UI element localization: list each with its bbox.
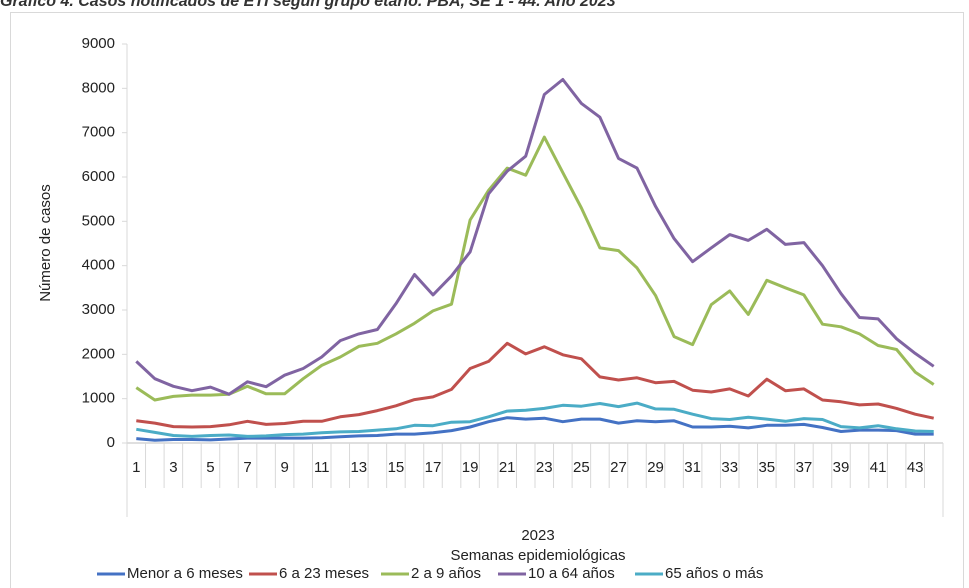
x-tick-label: 23 <box>536 459 553 476</box>
x-tick-label: 35 <box>758 459 775 476</box>
legend-label: Menor a 6 meses <box>127 565 243 582</box>
x-tick-label: 13 <box>350 459 367 476</box>
y-tick-label: 4000 <box>82 257 115 274</box>
x-tick-label: 15 <box>388 459 405 476</box>
x-tick-label: 29 <box>647 459 664 476</box>
x-tick-label: 11 <box>314 459 330 476</box>
y-tick-label: 8000 <box>82 79 115 96</box>
x-tick-label: 33 <box>721 459 738 476</box>
series-line <box>135 135 935 402</box>
series-line <box>136 416 934 442</box>
x-tick-label: 9 <box>280 459 288 476</box>
x-tick-label: 31 <box>684 459 701 476</box>
x-tick-label: 3 <box>169 459 177 476</box>
series-line <box>136 401 934 438</box>
chart-title: Gráfico 4. Casos notificados de ETI segú… <box>0 0 616 10</box>
x-tick-label: 19 <box>462 459 479 476</box>
x-tick-label: 25 <box>573 459 590 476</box>
y-tick-label: 5000 <box>82 212 115 229</box>
series-line <box>136 341 935 429</box>
x-tick-label: 1 <box>132 459 140 476</box>
legend-label: 6 a 23 meses <box>279 565 369 582</box>
chart-frame <box>10 12 964 588</box>
x-tick-label: 37 <box>796 459 813 476</box>
x-axis-title: Semanas epidemiológicas <box>450 547 625 564</box>
x-group-label: 2023 <box>521 527 554 544</box>
y-tick-label: 3000 <box>82 301 115 318</box>
series-line <box>135 78 935 396</box>
x-tick-label: 39 <box>833 459 850 476</box>
legend-label: 10 a 64 años <box>528 565 615 582</box>
y-tick-label: 0 <box>107 434 115 451</box>
legend-label: 2 a 9 años <box>411 565 481 582</box>
x-tick-label: 7 <box>243 459 251 476</box>
y-tick-label: 6000 <box>82 168 115 185</box>
x-tick-label: 17 <box>425 459 442 476</box>
y-tick-label: 1000 <box>82 390 115 407</box>
x-tick-label: 27 <box>610 459 627 476</box>
y-tick-label: 7000 <box>82 124 115 141</box>
y-tick-label: 2000 <box>82 345 115 362</box>
x-tick-label: 41 <box>870 459 887 476</box>
legend-label: 65 años o más <box>665 565 763 582</box>
y-axis-title: Número de casos <box>37 184 54 302</box>
x-tick-label: 21 <box>499 459 516 476</box>
x-tick-label: 43 <box>907 459 924 476</box>
y-tick-label: 9000 <box>82 35 115 52</box>
x-tick-label: 5 <box>206 459 214 476</box>
